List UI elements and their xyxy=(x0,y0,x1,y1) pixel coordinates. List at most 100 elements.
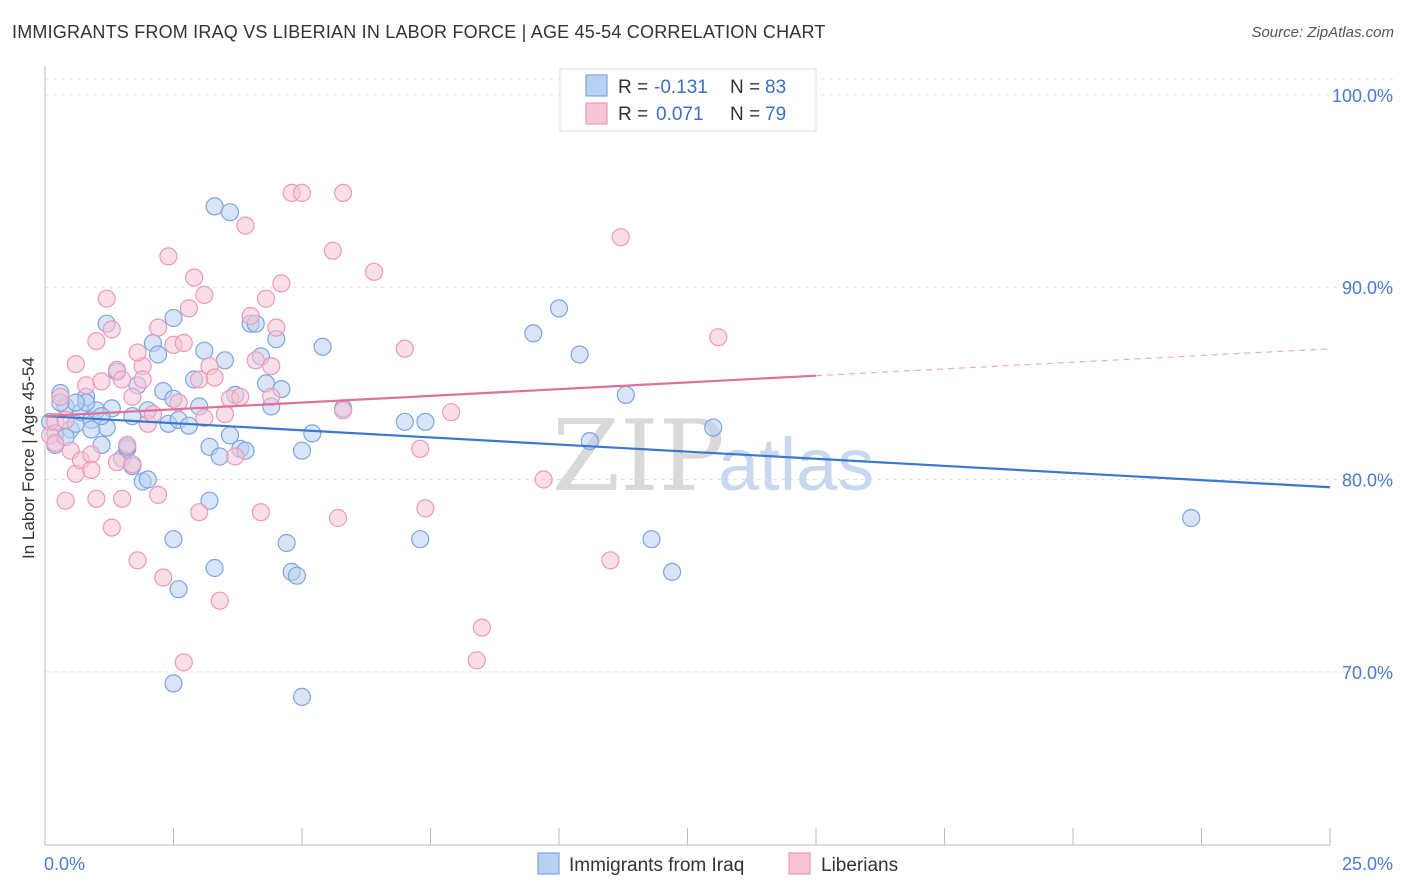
liberians-point xyxy=(123,455,142,474)
liberians-point xyxy=(292,183,312,202)
iraq-point xyxy=(416,412,435,431)
liberians-point xyxy=(123,387,142,406)
series-liberians-points xyxy=(40,183,728,672)
liberians-point xyxy=(190,503,209,522)
liberians-point xyxy=(472,618,491,637)
iraq-point xyxy=(292,687,312,707)
liberians-point xyxy=(107,453,127,472)
liberians-point xyxy=(334,183,353,202)
iraq-point xyxy=(570,345,589,364)
watermark-atlas: atlas xyxy=(718,423,874,506)
liberians-point xyxy=(323,241,342,260)
iraq-point xyxy=(277,533,296,553)
liberians-point xyxy=(251,503,270,522)
liberians-point xyxy=(82,445,101,464)
iraq-trend-line xyxy=(44,414,1331,489)
liberians-point xyxy=(118,435,137,454)
liberians-point xyxy=(416,499,435,518)
liberians-point xyxy=(190,370,209,389)
liberians-point xyxy=(174,653,193,672)
iraq-point xyxy=(195,341,214,360)
x-tick-label-max: 25.0% xyxy=(1342,854,1393,874)
liberians-point xyxy=(112,489,132,508)
liberians-point xyxy=(102,518,121,537)
liberians-point xyxy=(87,332,106,351)
iraq-point xyxy=(662,562,682,582)
iraq-point xyxy=(704,418,723,437)
y-axis-label: In Labor Force | Age 45-54 xyxy=(19,357,38,559)
grid-lines xyxy=(45,78,1394,673)
liberians-point xyxy=(226,447,245,466)
liberians-point xyxy=(102,320,121,339)
liberians-point xyxy=(46,433,65,453)
iraq-point xyxy=(164,530,183,549)
watermark: ZIP atlas xyxy=(552,400,874,514)
y-tick-label: 80.0% xyxy=(1342,471,1393,491)
liberians-point xyxy=(92,372,111,391)
iraq-point xyxy=(287,566,306,585)
legend-n-value-iraq: 83 xyxy=(765,77,786,98)
iraq-point xyxy=(524,324,543,343)
liberians-point xyxy=(411,439,430,458)
bottom-legend-label-liberians: Liberians xyxy=(821,855,898,876)
liberians-point xyxy=(128,343,147,362)
legend-n-label-iraq: N = xyxy=(730,77,760,98)
bottom-legend-swatch-liberians xyxy=(788,852,811,875)
liberians-point xyxy=(112,370,132,389)
liberians-point xyxy=(66,355,85,374)
liberians-point xyxy=(601,551,620,570)
iraq-point xyxy=(1182,508,1201,528)
liberians-point xyxy=(334,401,353,420)
iraq-point xyxy=(642,530,661,549)
liberians-point xyxy=(195,408,214,428)
legend-n-value-liberians: 79 xyxy=(765,104,786,125)
liberians-point xyxy=(534,470,553,489)
iraq-point xyxy=(205,197,224,216)
legend-n-label-liberians: N = xyxy=(730,104,760,125)
liberians-point xyxy=(328,508,348,528)
liberians-point xyxy=(149,318,168,337)
liberians-point xyxy=(215,405,234,424)
iraq-point xyxy=(549,299,569,318)
liberians-point xyxy=(56,491,75,510)
liberians-point xyxy=(179,299,198,318)
liberians-point xyxy=(442,403,461,422)
liberians-trend-line xyxy=(44,374,817,418)
liberians-point xyxy=(87,489,106,508)
liberians-point xyxy=(262,357,281,376)
iraq-point xyxy=(205,558,224,578)
liberians-point xyxy=(97,289,116,308)
liberians-point xyxy=(262,387,281,406)
iraq-point xyxy=(149,345,168,364)
iraq-point xyxy=(215,351,234,370)
liberians-point xyxy=(174,333,193,353)
iraq-point xyxy=(411,530,430,549)
liberians-point xyxy=(236,216,255,235)
iraq-point xyxy=(395,412,414,431)
bottom-legend-swatch-iraq xyxy=(537,852,560,875)
trend-lines xyxy=(44,348,1331,489)
iraq-point xyxy=(292,441,312,460)
iraq-point xyxy=(169,580,188,599)
liberians-point xyxy=(611,228,630,247)
liberians-point xyxy=(76,376,96,395)
y-tick-labels: 70.0% 80.0% 90.0% 100.0% xyxy=(1332,86,1393,683)
liberians-point xyxy=(395,339,414,358)
liberians-point xyxy=(133,370,152,389)
iraq-point xyxy=(303,424,322,443)
liberians-point xyxy=(210,591,229,610)
legend-swatch-liberians xyxy=(585,102,608,125)
y-tick-label: 70.0% xyxy=(1342,663,1393,683)
iraq-point xyxy=(66,393,85,412)
liberians-point xyxy=(82,460,101,479)
liberians-point xyxy=(143,405,162,424)
iraq-point xyxy=(220,203,240,222)
liberians-point xyxy=(709,328,728,347)
liberians-point xyxy=(467,651,486,670)
legend-r-value-liberians: 0.071 xyxy=(656,104,704,125)
liberians-point xyxy=(185,268,204,287)
liberians-point xyxy=(241,306,260,326)
bottom-legend-label-iraq: Immigrants from Iraq xyxy=(569,855,744,876)
legend-swatch-iraq xyxy=(585,74,608,97)
